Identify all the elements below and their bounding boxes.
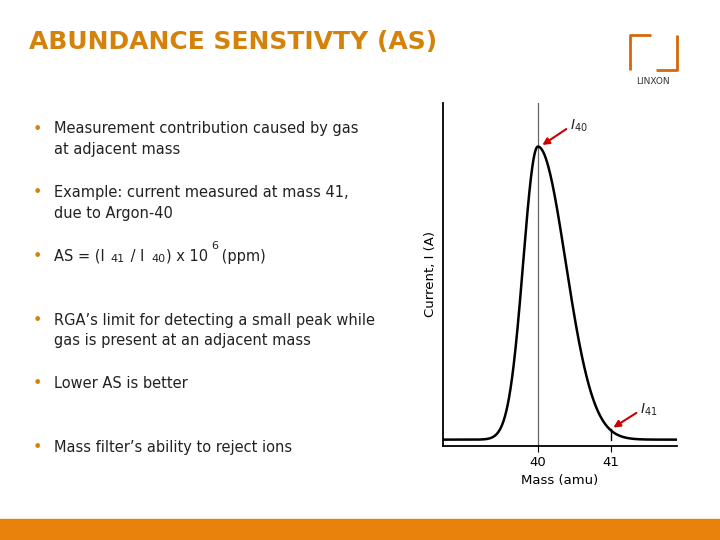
Text: 42: 42 xyxy=(686,525,698,535)
Text: $I_{41}$: $I_{41}$ xyxy=(640,402,658,418)
Text: 6: 6 xyxy=(211,241,218,252)
Text: •: • xyxy=(32,122,42,137)
X-axis label: Mass (amu): Mass (amu) xyxy=(521,475,598,488)
Text: / I: / I xyxy=(126,249,145,264)
Text: RGA’s limit for detecting a small peak while
gas is present at an adjacent mass: RGA’s limit for detecting a small peak w… xyxy=(54,313,375,348)
Text: •: • xyxy=(32,185,42,200)
Text: AS = (I: AS = (I xyxy=(54,249,104,264)
Text: ) x 10: ) x 10 xyxy=(166,249,208,264)
Text: Example: current measured at mass 41,
due to Argon-40: Example: current measured at mass 41, du… xyxy=(54,185,348,221)
Text: LINXON: LINXON xyxy=(636,77,670,86)
Text: 41: 41 xyxy=(111,254,125,265)
Text: (ppm): (ppm) xyxy=(217,249,266,264)
Text: 40: 40 xyxy=(151,254,166,265)
Text: Lower AS is better: Lower AS is better xyxy=(54,376,188,392)
Text: $I_{40}$: $I_{40}$ xyxy=(570,118,588,134)
Text: •: • xyxy=(32,249,42,264)
Text: •: • xyxy=(32,313,42,328)
Text: •: • xyxy=(32,440,42,455)
Text: ABUNDANCE SENSTIVTY (AS): ABUNDANCE SENSTIVTY (AS) xyxy=(29,30,437,53)
Y-axis label: Current, I (A): Current, I (A) xyxy=(424,231,437,317)
Bar xyxy=(0,519,720,540)
Text: Module 800: Specification Definitions: Module 800: Specification Definitions xyxy=(269,525,451,535)
Text: Mass filter’s ability to reject ions: Mass filter’s ability to reject ions xyxy=(54,440,292,455)
Text: Measurement contribution caused by gas
at adjacent mass: Measurement contribution caused by gas a… xyxy=(54,122,359,157)
Text: •: • xyxy=(32,376,42,392)
